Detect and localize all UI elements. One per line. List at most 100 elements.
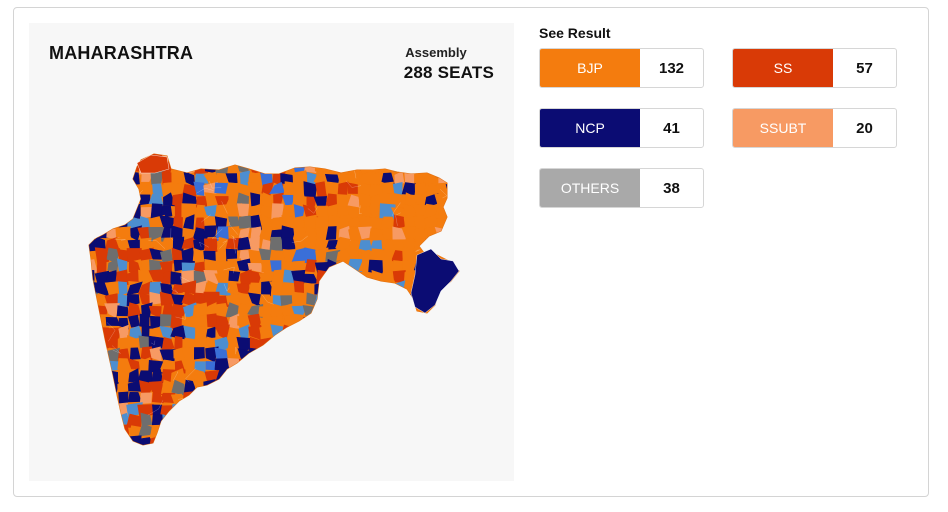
constituency-region [261, 280, 273, 297]
region-boundary [211, 228, 223, 239]
constituency-region [460, 293, 472, 305]
constituency-region [401, 160, 416, 173]
constituency-region [336, 346, 350, 360]
constituency-region [228, 183, 239, 197]
constituency-region [349, 271, 361, 286]
constituency-region [425, 325, 439, 341]
constituency-region [181, 415, 197, 428]
region-boundary [241, 370, 253, 380]
constituency-region [437, 359, 450, 373]
constituency-region [283, 391, 294, 405]
constituency-region [291, 390, 307, 404]
constituency-region [203, 379, 216, 395]
constituency-region [115, 424, 130, 438]
constituency-region [258, 225, 274, 241]
region-boundary [400, 405, 405, 411]
constituency-region [460, 151, 470, 160]
constituency-region [438, 170, 449, 184]
constituency-region [325, 240, 338, 250]
constituency-region [403, 449, 416, 461]
constituency-region [89, 170, 98, 187]
constituency-region [195, 414, 206, 427]
party-ncp-label: NCP [540, 109, 640, 147]
constituency-region [402, 324, 416, 339]
constituency-region [346, 324, 363, 341]
constituency-map[interactable] [29, 23, 514, 481]
region-boundary [235, 425, 240, 435]
constituency-region [225, 173, 238, 184]
constituency-region [456, 348, 459, 360]
constituency-region [423, 214, 437, 231]
constituency-region [371, 347, 384, 361]
constituency-region [447, 159, 459, 175]
constituency-region [238, 215, 253, 229]
constituency-region [317, 306, 330, 319]
constituency-region [89, 413, 97, 426]
constituency-region [457, 435, 459, 445]
constituency-region [237, 448, 251, 461]
constituency-region [93, 434, 109, 445]
constituency-region [89, 154, 97, 163]
constituency-region [269, 249, 284, 262]
constituency-region [269, 154, 286, 165]
constituency-region [171, 403, 185, 418]
constituency-region [314, 160, 327, 174]
constituency-region [434, 348, 449, 362]
constituency-region [403, 438, 415, 445]
constituency-region [227, 404, 242, 417]
constituency-region [282, 154, 295, 165]
party-others[interactable]: OTHERS 38 [539, 168, 704, 208]
constituency-region [336, 324, 351, 341]
constituency-region [149, 248, 164, 260]
constituency-region [151, 414, 164, 426]
constituency-region [104, 193, 121, 208]
party-ssubt[interactable]: SSUBT 20 [732, 108, 897, 148]
region-boundary [219, 240, 228, 249]
constituency-region [424, 335, 439, 352]
constituency-region [127, 435, 142, 445]
constituency-region [107, 258, 119, 272]
constituency-region [170, 414, 184, 427]
constituency-region [380, 435, 394, 445]
constituency-region [395, 438, 406, 445]
constituency-region [260, 380, 273, 394]
constituency-region [393, 302, 406, 319]
constituency-region [338, 390, 352, 404]
constituency-region [84, 446, 96, 457]
constituency-region [171, 154, 187, 164]
constituency-region [95, 390, 110, 407]
constituency-region [194, 204, 206, 218]
constituency-region [436, 369, 450, 384]
constituency-region [181, 402, 198, 417]
constituency-region [461, 227, 473, 241]
constituency-region [293, 379, 307, 396]
constituency-region [259, 294, 272, 306]
constituency-region [126, 281, 143, 296]
constituency-region [438, 328, 451, 341]
constituency-region [127, 357, 140, 370]
constituency-region [436, 159, 451, 172]
constituency-region [237, 292, 251, 305]
party-ncp[interactable]: NCP 41 [539, 108, 704, 148]
constituency-region [96, 203, 108, 219]
constituency-region [192, 392, 207, 405]
region-boundary [223, 283, 230, 292]
constituency-region [118, 446, 131, 459]
constituency-region [196, 195, 208, 208]
constituency-region [347, 359, 362, 371]
constituency-region [226, 447, 238, 461]
party-bjp[interactable]: BJP 132 [539, 48, 704, 88]
constituency-region [393, 161, 406, 172]
constituency-region [448, 281, 459, 295]
constituency-region [339, 368, 352, 385]
region-boundary [311, 421, 316, 439]
constituency-region [184, 436, 197, 445]
region-boundary [89, 366, 98, 373]
constituency-region [214, 154, 231, 161]
constituency-region [238, 154, 251, 164]
constituency-region [89, 347, 98, 362]
party-ss[interactable]: SS 57 [732, 48, 897, 88]
constituency-region [89, 269, 95, 286]
constituency-region [283, 181, 295, 198]
constituency-region [381, 425, 394, 438]
